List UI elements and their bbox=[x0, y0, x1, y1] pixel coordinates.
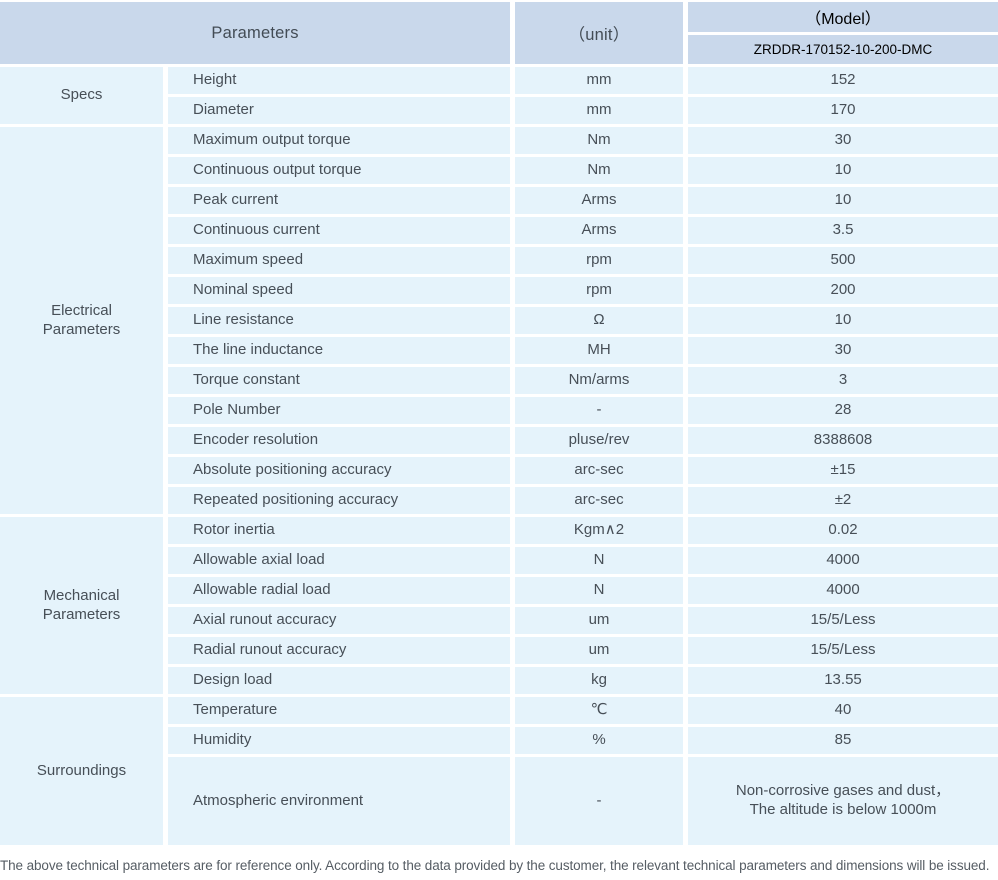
category-cell: Surroundings bbox=[0, 697, 163, 845]
unit-cell: arc-sec bbox=[515, 487, 683, 514]
name-cell: Continuous current bbox=[168, 217, 510, 244]
unit-cell: Arms bbox=[515, 187, 683, 214]
unit-cell: um bbox=[515, 607, 683, 634]
unit-cell: Ω bbox=[515, 307, 683, 334]
header-model-label: （Model） bbox=[688, 2, 998, 35]
unit-cell: N bbox=[515, 547, 683, 574]
header-unit: （unit） bbox=[515, 2, 683, 64]
value-cell: Non-corrosive gases and dust， The altitu… bbox=[688, 757, 998, 845]
name-cell: Absolute positioning accuracy bbox=[168, 457, 510, 484]
unit-cell: Arms bbox=[515, 217, 683, 244]
value-cell: 8388608 bbox=[688, 427, 998, 454]
name-cell: Height bbox=[168, 67, 510, 94]
value-cell: 30 bbox=[688, 337, 998, 364]
value-cell: 200 bbox=[688, 277, 998, 304]
value-cell: 15/5/Less bbox=[688, 637, 998, 664]
name-cell: The line inductance bbox=[168, 337, 510, 364]
unit-cell: Nm bbox=[515, 127, 683, 154]
name-cell: Rotor inertia bbox=[168, 517, 510, 544]
name-cell: Peak current bbox=[168, 187, 510, 214]
value-cell: 500 bbox=[688, 247, 998, 274]
spec-table: Parameters （unit） （Model） ZRDDR-170152-1… bbox=[0, 2, 998, 845]
category-cell: Mechanical Parameters bbox=[0, 517, 163, 694]
value-cell: ±2 bbox=[688, 487, 998, 514]
value-cell: 40 bbox=[688, 697, 998, 724]
name-cell: Diameter bbox=[168, 97, 510, 124]
unit-cell: pluse/rev bbox=[515, 427, 683, 454]
unit-cell: mm bbox=[515, 67, 683, 94]
value-cell: 4000 bbox=[688, 547, 998, 574]
name-cell: Radial runout accuracy bbox=[168, 637, 510, 664]
value-cell: 0.02 bbox=[688, 517, 998, 544]
value-cell: 4000 bbox=[688, 577, 998, 604]
value-cell: 13.55 bbox=[688, 667, 998, 694]
footer-note: The above technical parameters are for r… bbox=[0, 858, 990, 873]
name-cell: Axial runout accuracy bbox=[168, 607, 510, 634]
category-cell: Specs bbox=[0, 67, 163, 124]
unit-cell: Kgm∧2 bbox=[515, 517, 683, 544]
name-cell: Allowable radial load bbox=[168, 577, 510, 604]
value-cell: 170 bbox=[688, 97, 998, 124]
name-cell: Allowable axial load bbox=[168, 547, 510, 574]
header-model: （Model） ZRDDR-170152-10-200-DMC bbox=[688, 2, 998, 64]
name-cell: Atmospheric environment bbox=[168, 757, 510, 845]
name-cell: Design load bbox=[168, 667, 510, 694]
value-cell: 152 bbox=[688, 67, 998, 94]
name-cell: Temperature bbox=[168, 697, 510, 724]
header-parameters: Parameters bbox=[0, 2, 510, 64]
name-cell: Continuous output torque bbox=[168, 157, 510, 184]
unit-cell: % bbox=[515, 727, 683, 754]
value-cell: ±15 bbox=[688, 457, 998, 484]
name-cell: Nominal speed bbox=[168, 277, 510, 304]
unit-cell: kg bbox=[515, 667, 683, 694]
value-cell: 3.5 bbox=[688, 217, 998, 244]
name-cell: Line resistance bbox=[168, 307, 510, 334]
value-cell: 10 bbox=[688, 307, 998, 334]
name-cell: Encoder resolution bbox=[168, 427, 510, 454]
name-cell: Repeated positioning accuracy bbox=[168, 487, 510, 514]
unit-cell: rpm bbox=[515, 277, 683, 304]
name-cell: Maximum output torque bbox=[168, 127, 510, 154]
value-cell: 3 bbox=[688, 367, 998, 394]
value-cell: 10 bbox=[688, 187, 998, 214]
value-cell: 28 bbox=[688, 397, 998, 424]
name-cell: Humidity bbox=[168, 727, 510, 754]
value-cell: 10 bbox=[688, 157, 998, 184]
category-cell: Electrical Parameters bbox=[0, 127, 163, 514]
name-cell: Torque constant bbox=[168, 367, 510, 394]
name-cell: Pole Number bbox=[168, 397, 510, 424]
unit-cell: rpm bbox=[515, 247, 683, 274]
unit-cell: arc-sec bbox=[515, 457, 683, 484]
unit-cell: MH bbox=[515, 337, 683, 364]
unit-cell: Nm bbox=[515, 157, 683, 184]
unit-cell: - bbox=[515, 397, 683, 424]
header-model-value: ZRDDR-170152-10-200-DMC bbox=[688, 35, 998, 64]
unit-cell: Nm/arms bbox=[515, 367, 683, 394]
unit-cell: - bbox=[515, 757, 683, 845]
value-cell: 15/5/Less bbox=[688, 607, 998, 634]
unit-cell: ℃ bbox=[515, 697, 683, 724]
unit-cell: N bbox=[515, 577, 683, 604]
value-cell: 85 bbox=[688, 727, 998, 754]
value-cell: 30 bbox=[688, 127, 998, 154]
unit-cell: um bbox=[515, 637, 683, 664]
unit-cell: mm bbox=[515, 97, 683, 124]
name-cell: Maximum speed bbox=[168, 247, 510, 274]
